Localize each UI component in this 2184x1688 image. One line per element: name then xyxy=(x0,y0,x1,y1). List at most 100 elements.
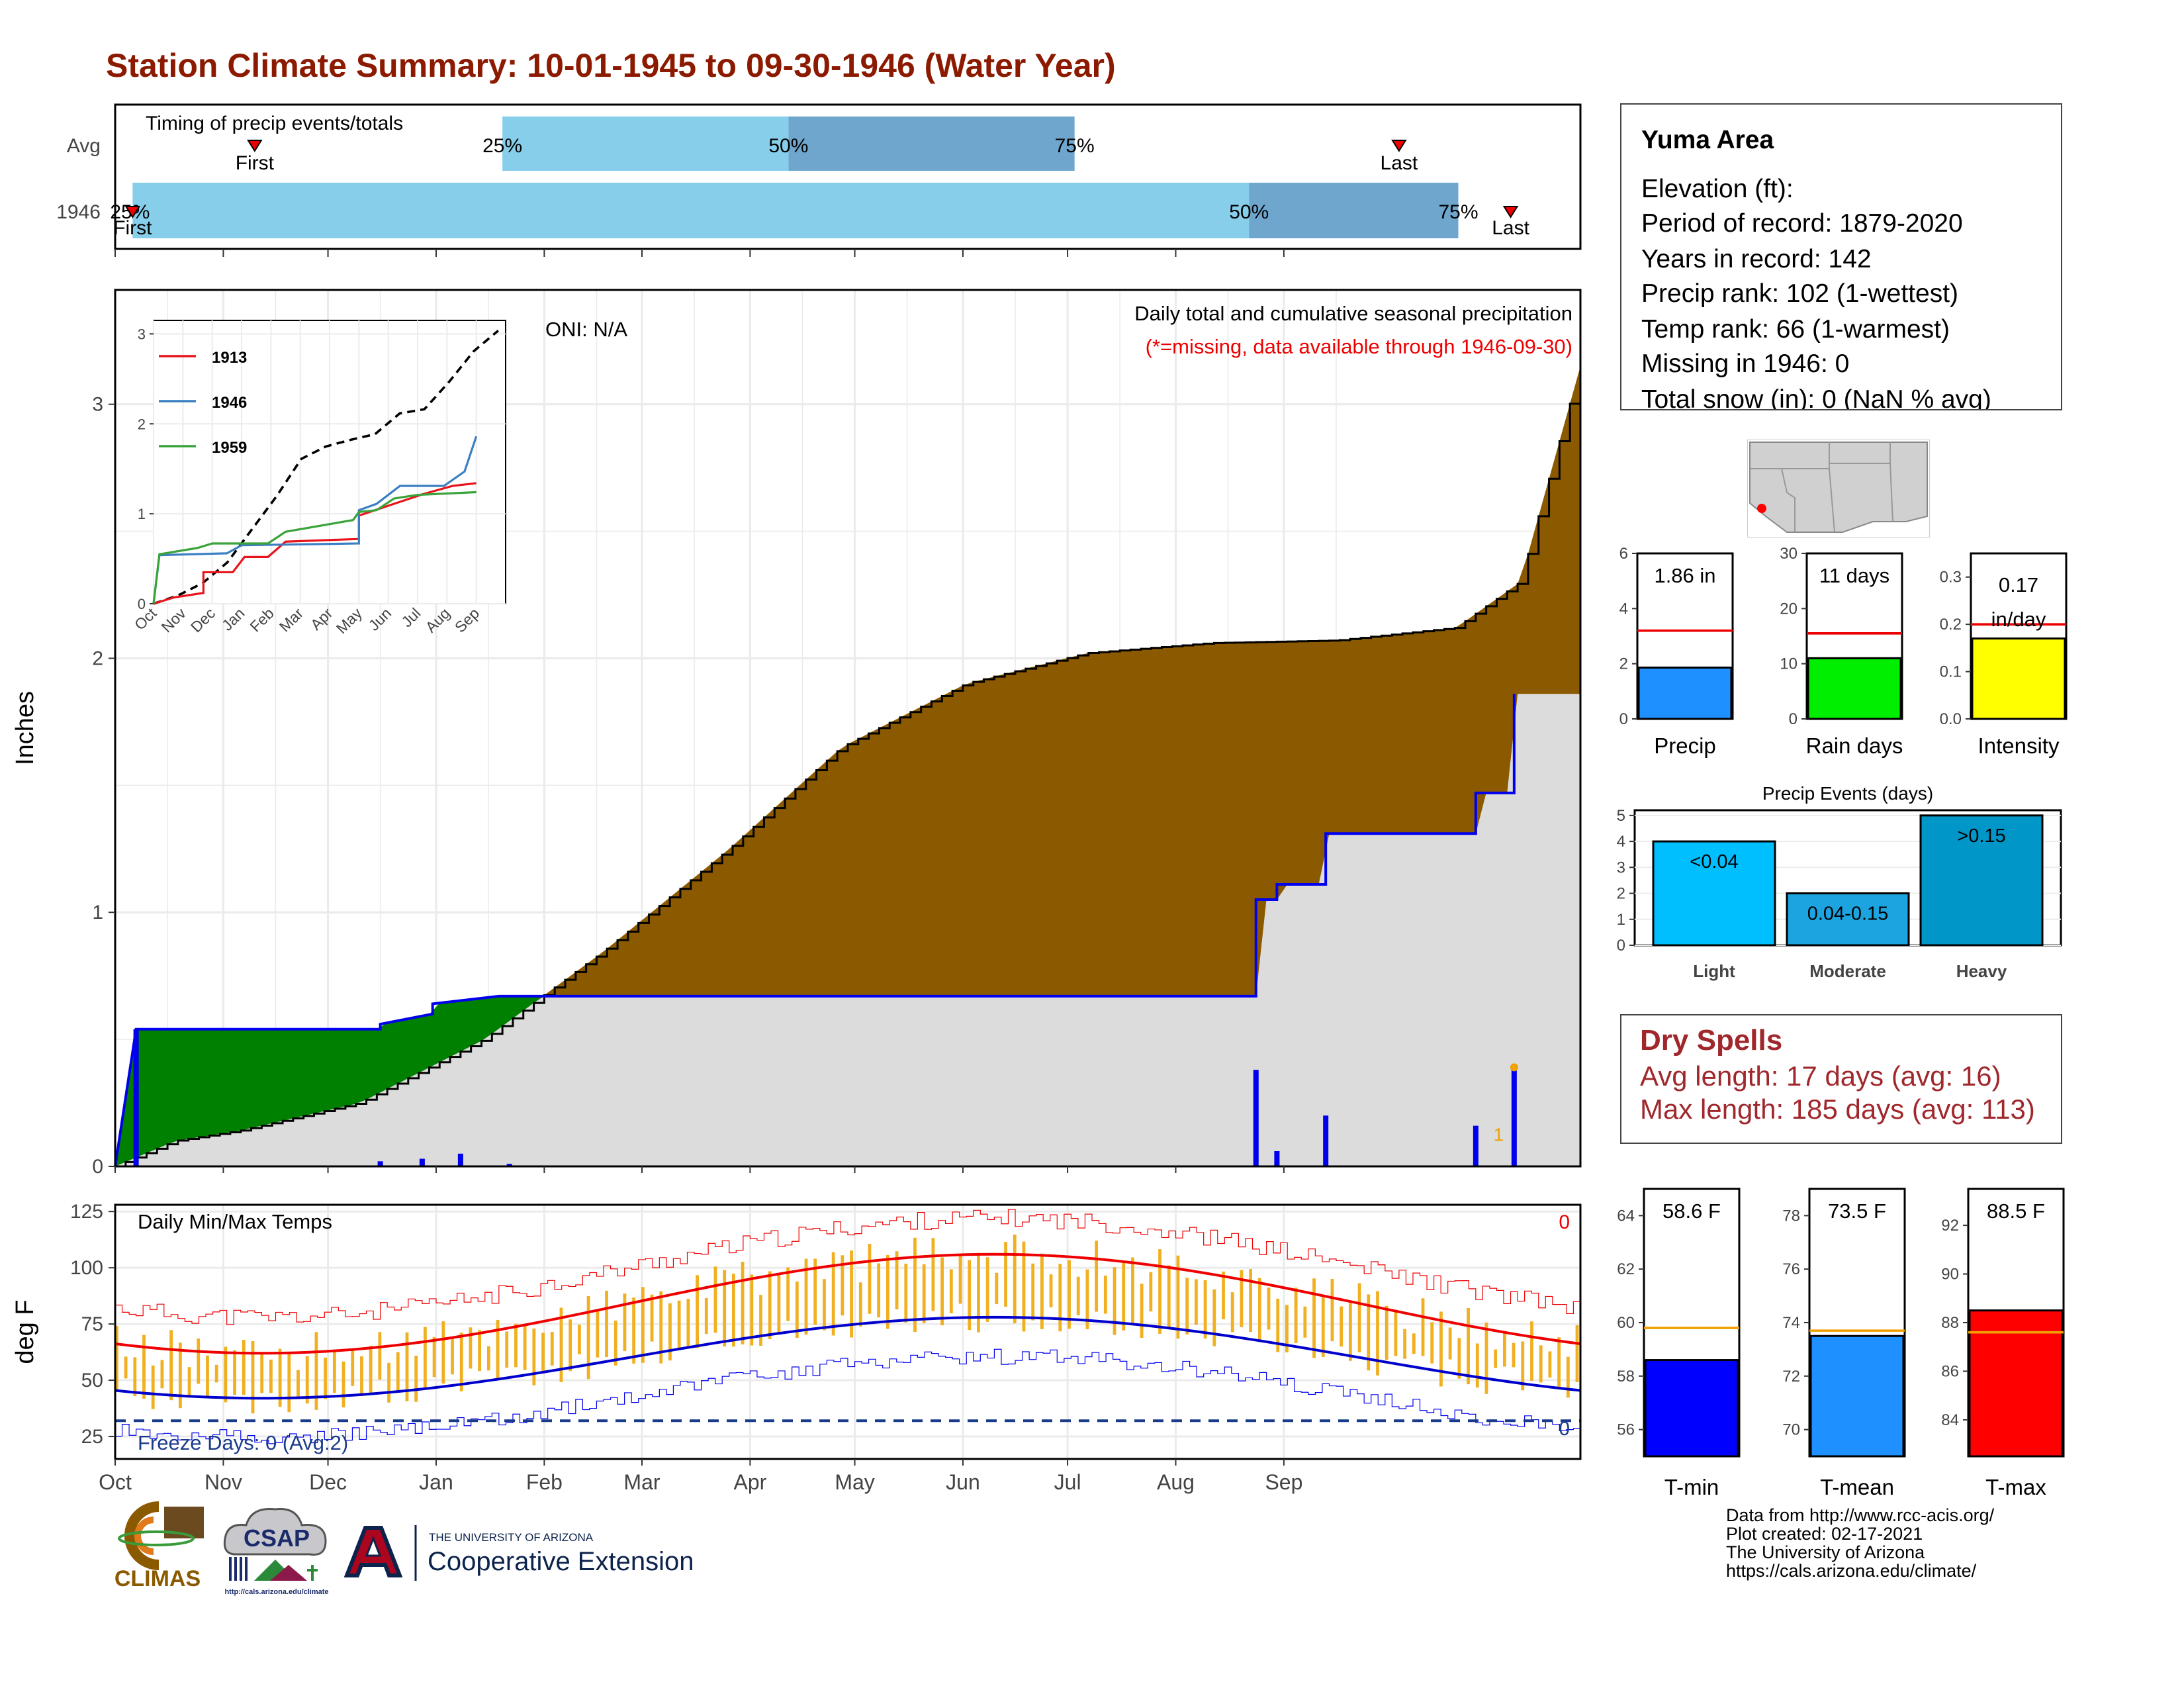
month-label: Aug xyxy=(1157,1470,1195,1494)
ua-small-text: THE UNIVERSITY OF ARIZONA xyxy=(429,1531,594,1544)
temp-bar-ytick-label: 70 xyxy=(1782,1421,1800,1439)
daily-temp-bar xyxy=(124,1356,128,1379)
events-title: Precip Events (days) xyxy=(1762,783,1933,804)
temp-bar-value: 58.6 F xyxy=(1662,1199,1721,1223)
temp-bg xyxy=(115,1205,1580,1459)
daily-temp-bar xyxy=(496,1319,500,1378)
daily-temp-bar xyxy=(1357,1283,1361,1352)
mini-bar-fill xyxy=(1637,667,1733,720)
timing-clipped-group: Last xyxy=(1492,206,1530,239)
mini-bar-fill xyxy=(1971,637,2066,720)
daily-temp-bar xyxy=(995,1272,999,1305)
yr-first-marker xyxy=(124,206,141,218)
daily-temp-bar xyxy=(1240,1270,1244,1327)
daily-temp-bar xyxy=(1557,1337,1561,1388)
daily-temp-bar xyxy=(632,1297,636,1364)
daily-temp-bar xyxy=(786,1267,790,1321)
daily-temp-bar xyxy=(1131,1257,1134,1324)
daily-temp-bar xyxy=(1457,1338,1461,1379)
temp-bar-value: 73.5 F xyxy=(1828,1199,1886,1223)
daily-temp-bar xyxy=(586,1295,590,1380)
temp-ytick-label: 25 xyxy=(81,1426,103,1448)
avg-last-marker xyxy=(1391,140,1407,152)
inset-xtick-label: Feb xyxy=(246,604,277,635)
temp-bar-fill xyxy=(1809,1335,1905,1458)
mini-bar-label: Intensity xyxy=(1978,733,2060,758)
daily-temp-bar xyxy=(614,1321,617,1366)
events-ytick-label: 4 xyxy=(1617,833,1625,851)
daily-temp-bar xyxy=(985,1257,989,1322)
mini-precip-bars: 0 2 4 6 1.86 in Precip 0 10 20 30 11 days Rain days… xyxy=(1619,545,2068,758)
daily-temp-bar xyxy=(305,1356,309,1404)
temp-bar-fill xyxy=(1644,1359,1739,1458)
daily-temp-bar xyxy=(768,1271,772,1339)
temp-ytick-label: 50 xyxy=(81,1370,103,1391)
station-info-box: Yuma Area Elevation (ft): Period of reco… xyxy=(1620,103,2062,410)
daily-temp-bar xyxy=(478,1330,482,1372)
daily-temp-bar xyxy=(650,1294,654,1342)
daily-temp-bar xyxy=(1467,1307,1470,1385)
temp-bar-ytick-label: 74 xyxy=(1782,1314,1800,1332)
yr-bar-25-50 xyxy=(132,183,1250,238)
daily-temp-bar xyxy=(577,1325,581,1354)
daily-temp-bar xyxy=(1049,1274,1053,1307)
record-low-line xyxy=(115,1348,1581,1444)
month-label: Mar xyxy=(623,1470,660,1494)
oni-label: ONI: N/A xyxy=(545,318,627,341)
daily-temp-bar xyxy=(958,1254,962,1304)
mini-bar-ytick-label: 2 xyxy=(1619,655,1628,673)
daily-temp-bar xyxy=(251,1341,255,1414)
daily-temp-bar xyxy=(324,1357,328,1399)
daily-temp-bar xyxy=(133,1357,137,1397)
info-snow: Total snow (in): 0 (NaN % avg) xyxy=(1641,385,1991,410)
daily-temp-bar xyxy=(1230,1292,1234,1333)
mini-bar-ytick-label: 0.0 xyxy=(1940,710,1962,728)
mini-bar-fill xyxy=(1807,657,1902,720)
precip-ytick-label: 0 xyxy=(92,1156,103,1178)
daily-temp-bar xyxy=(178,1342,182,1409)
inset-xtick-label: Oct xyxy=(131,604,160,633)
timing-row-label: Avg xyxy=(67,135,101,157)
daily-temp-bar xyxy=(541,1333,545,1371)
daily-temp-bar xyxy=(858,1282,862,1327)
daily-temp-bar xyxy=(1068,1260,1071,1329)
temp-bar-value: 88.5 F xyxy=(1987,1199,2045,1223)
daily-temp-bar xyxy=(1330,1278,1334,1342)
daily-temp-bar xyxy=(405,1332,409,1401)
daily-temp-bar xyxy=(287,1352,291,1413)
daily-temp-bar xyxy=(1022,1241,1026,1332)
inset-legend-label: 1946 xyxy=(212,394,247,412)
credit-line: The University of Arizona xyxy=(1726,1542,1925,1562)
daily-temp-bar xyxy=(341,1361,345,1408)
temp-bar-ytick-label: 56 xyxy=(1617,1421,1635,1439)
timing-row-label: 1946 xyxy=(56,201,101,223)
daily-temp-bar xyxy=(877,1263,881,1318)
temp-bar-ytick-label: 58 xyxy=(1617,1368,1635,1385)
mini-bar-ytick-label: 30 xyxy=(1780,545,1797,563)
info-period: Period of record: 1879-2020 xyxy=(1641,209,1963,238)
daily-temp-bar xyxy=(1548,1351,1552,1378)
daily-temp-bar xyxy=(351,1349,355,1386)
info-elevation: Elevation (ft): xyxy=(1641,174,1794,203)
daily-temp-bar xyxy=(505,1331,509,1368)
month-label: May xyxy=(835,1470,874,1494)
precip-frame xyxy=(114,289,1582,1168)
temp-bar-label: T-max xyxy=(1985,1475,2046,1499)
month-label: Jun xyxy=(946,1470,980,1494)
daily-temp-bar xyxy=(1340,1306,1343,1347)
daily-temp-bar xyxy=(1312,1278,1316,1358)
credits: Data from http://www.rcc-acis.org/ Plot … xyxy=(1726,1506,1994,1581)
mini-bar-ytick-label: 20 xyxy=(1780,600,1797,618)
temp-bar-ytick-label: 78 xyxy=(1782,1207,1800,1225)
daily-temp-bar xyxy=(332,1349,336,1393)
mini-bar-label: Precip xyxy=(1654,733,1716,758)
daily-temp-bar xyxy=(922,1264,926,1323)
temp-bar-label: T-mean xyxy=(1820,1475,1894,1499)
daily-temp-bar xyxy=(1222,1271,1225,1320)
daily-temp-bar xyxy=(514,1323,518,1368)
inset-ytick-label: 1 xyxy=(138,506,146,522)
orange-label: 1 xyxy=(1493,1125,1504,1145)
daily-temp-bar xyxy=(1085,1269,1089,1330)
daily-temp-bar xyxy=(1194,1279,1198,1325)
daily-temp-bar xyxy=(750,1274,754,1346)
